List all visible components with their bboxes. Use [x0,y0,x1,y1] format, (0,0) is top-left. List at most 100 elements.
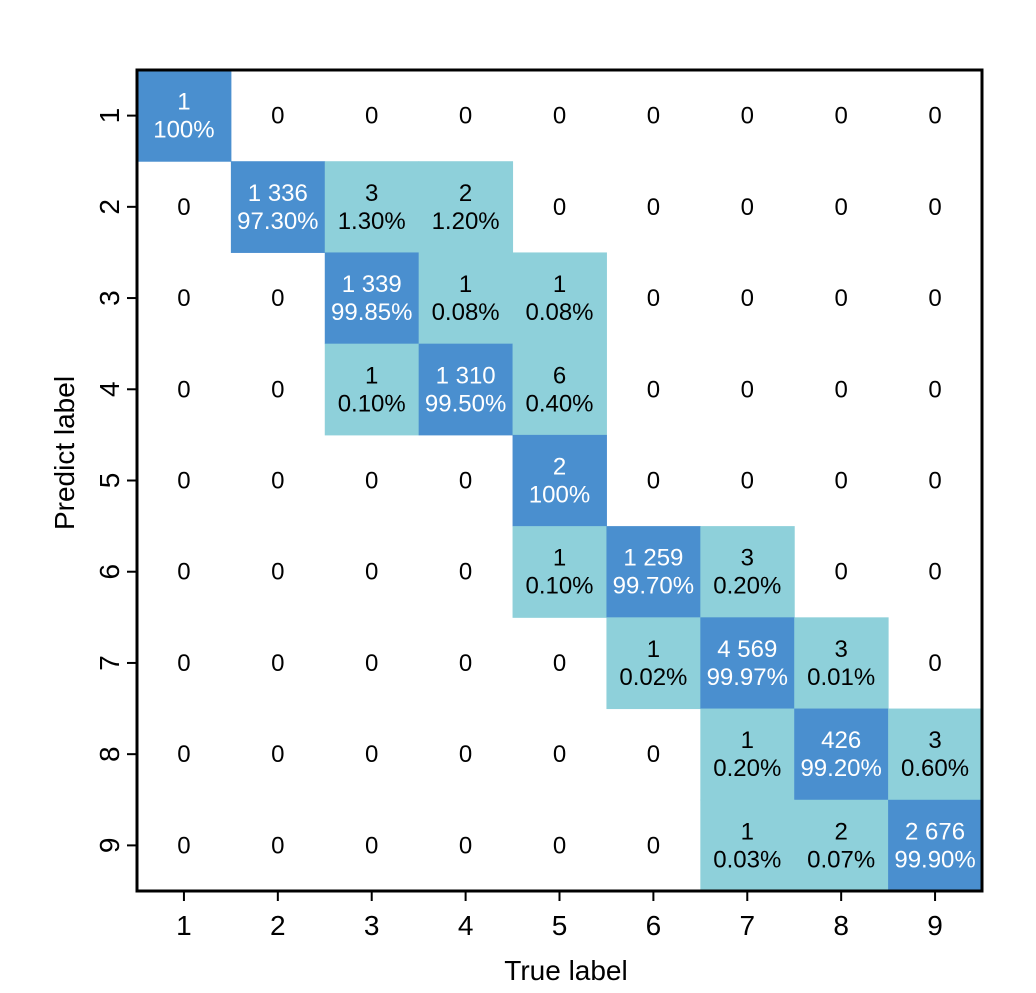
heatmap-cell [512,526,607,618]
cell-percent-label: 0.10% [525,573,593,600]
cell-count-label: 0 [177,741,190,768]
y-tick-label: 7 [94,655,125,671]
cell-count-label: 0 [459,103,472,130]
cell-count-label: 0 [459,468,472,495]
cell-count-label: 426 [821,727,861,754]
cell-count-label: 1 336 [248,180,308,207]
heatmap-cell [324,252,420,345]
cell-count-label: 0 [365,559,378,586]
cell-count-label: 1 [553,545,566,572]
cell-count-label: 1 [647,636,660,663]
cell-count-label: 0 [647,285,660,312]
cell-percent-label: 0.07% [807,846,875,873]
heatmap-cell [700,708,795,801]
cell-percent-label: 0.10% [338,390,406,417]
cell-count-label: 0 [647,103,660,130]
cell-count-label: 0 [741,285,754,312]
cell-count-label: 0 [928,468,941,495]
cell-count-label: 0 [553,832,566,859]
y-tick-label: 8 [94,746,125,762]
cell-percent-label: 0.01% [807,664,875,691]
heatmap-cell [794,708,889,801]
heatmap-cell [794,617,889,710]
cell-count-label: 0 [647,832,660,859]
cell-count-label: 0 [647,194,660,221]
cell-count-label: 0 [271,559,284,586]
cell-count-label: 1 [741,727,754,754]
x-tick-label: 1 [176,910,192,941]
cell-count-label: 0 [459,741,472,768]
cell-percent-label: 0.03% [713,846,781,873]
cell-count-label: 3 [928,727,941,754]
cell-count-label: 0 [741,194,754,221]
cell-count-label: 1 259 [623,545,683,572]
cell-count-label: 0 [271,468,284,495]
cell-count-label: 0 [177,468,190,495]
cell-count-label: 0 [177,832,190,859]
cell-count-label: 3 [741,545,754,572]
cell-count-label: 0 [928,650,941,677]
x-axis: 1 2 3 4 5 6 7 8 9 [176,891,943,941]
cell-count-label: 0 [834,376,847,403]
heatmap-cell [606,617,701,710]
y-tick-label: 1 [94,108,125,124]
x-tick-label: 8 [833,910,849,941]
cell-count-label: 0 [834,559,847,586]
x-axis-title: True label [504,955,627,986]
cell-count-label: 1 [365,362,378,389]
cell-count-label: 0 [647,741,660,768]
cell-count-label: 0 [177,285,190,312]
cell-count-label: 0 [553,194,566,221]
cell-percent-label: 99.70% [613,573,694,600]
cell-count-label: 0 [553,741,566,768]
cell-percent-label: 0.20% [713,755,781,782]
cell-count-label: 0 [365,741,378,768]
cell-percent-label: 99.90% [894,846,975,873]
cell-percent-label: 0.40% [525,390,593,417]
cell-count-label: 1 310 [436,362,496,389]
cell-count-label: 2 [834,818,847,845]
cell-count-label: 0 [177,194,190,221]
y-tick-label: 5 [94,473,125,489]
y-tick-label: 6 [94,564,125,580]
y-axis-title: Predict label [49,376,80,530]
cell-count-label: 0 [741,468,754,495]
heatmap-cell [324,343,420,436]
x-tick-label: 9 [927,910,943,941]
cell-percent-label: 100% [529,482,590,509]
cell-percent-label: 97.30% [237,208,318,235]
heatmap-cell [512,343,607,436]
cell-count-label: 0 [834,194,847,221]
cell-percent-label: 0.60% [901,755,969,782]
cell-count-label: 1 [553,271,566,298]
cell-count-label: 0 [834,103,847,130]
cell-count-label: 0 [928,376,941,403]
cell-percent-label: 99.85% [331,299,412,326]
cell-count-label: 1 [741,818,754,845]
heatmap-cell [888,799,983,892]
cell-count-label: 4 569 [717,636,777,663]
cell-percent-label: 100% [153,117,214,144]
y-tick-label: 9 [94,838,125,854]
cell-percent-label: 99.50% [425,390,506,417]
cell-percent-label: 0.20% [713,573,781,600]
cell-percent-label: 0.02% [619,664,687,691]
heatmap-cell [888,708,983,801]
cell-count-label: 0 [928,194,941,221]
cell-count-label: 0 [834,285,847,312]
heatmap-cell [418,161,514,253]
cell-count-label: 0 [271,741,284,768]
cell-count-label: 0 [928,559,941,586]
cell-count-label: 0 [271,103,284,130]
cell-percent-label: 0.08% [432,299,500,326]
cell-count-label: 0 [834,468,847,495]
cell-count-label: 6 [553,362,566,389]
heatmap-cell [512,434,607,527]
x-tick-label: 6 [646,910,662,941]
cell-count-label: 0 [928,103,941,130]
cell-count-label: 0 [553,103,566,130]
heatmap-cell [137,70,232,162]
cell-count-label: 0 [177,376,190,403]
